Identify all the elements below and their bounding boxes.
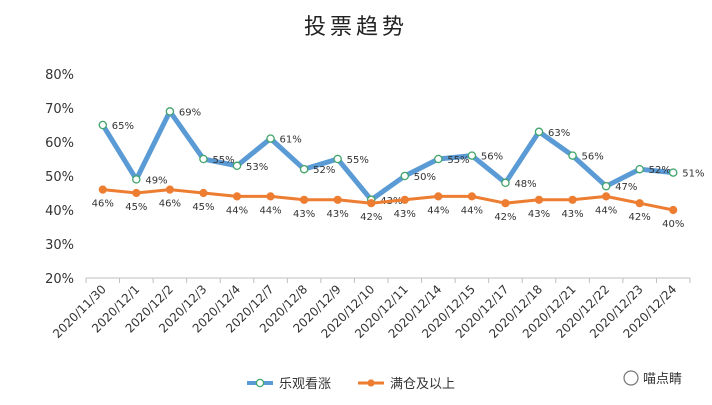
data-point	[601, 181, 611, 191]
data-point	[199, 154, 208, 164]
data-point	[300, 195, 309, 204]
legend-marker	[255, 378, 265, 388]
data-point	[367, 199, 376, 208]
data-label: 56%	[582, 152, 604, 163]
data-point	[501, 178, 510, 188]
data-point	[165, 107, 175, 116]
x-axis: 2020/11/302020/12/12020/12/22020/12/3202…	[50, 277, 691, 341]
data-point	[132, 188, 141, 198]
data-point	[199, 188, 208, 198]
y-tick-label: 40%	[45, 204, 74, 219]
data-label: 55%	[347, 155, 369, 166]
data-label: 69%	[179, 107, 201, 118]
y-tick-label: 80%	[45, 68, 74, 83]
data-point	[232, 161, 242, 171]
data-point	[299, 164, 309, 174]
data-point	[602, 192, 611, 201]
data-point	[400, 171, 410, 181]
y-tick-label: 30%	[45, 238, 74, 253]
data-label: 45%	[125, 202, 147, 213]
legend: 乐观看涨 满仓及以上	[247, 376, 455, 392]
data-label: 45%	[192, 202, 214, 213]
y-tick-label: 50%	[45, 170, 74, 185]
data-point	[333, 154, 342, 164]
data-label: 61%	[280, 135, 302, 146]
y-tick-label: 20%	[45, 272, 74, 287]
data-label: 44%	[226, 205, 248, 216]
legend-marker	[367, 379, 375, 387]
data-point	[635, 164, 644, 174]
data-point	[400, 195, 409, 204]
watermark: 喵点睛	[623, 370, 682, 387]
data-label: 42%	[360, 212, 382, 223]
data-label: 46%	[159, 199, 181, 210]
data-label: 65%	[112, 121, 134, 132]
data-label: 52%	[313, 165, 335, 176]
data-point	[266, 192, 275, 201]
data-label: 44%	[461, 205, 483, 216]
y-axis: 20% 30% 40% 50% 60% 70% 80%	[45, 68, 74, 287]
data-label: 43%	[394, 209, 416, 220]
data-label: 52%	[649, 165, 671, 176]
legend-label: 满仓及以上	[390, 377, 455, 392]
data-point	[467, 151, 477, 160]
data-label: 55%	[447, 155, 469, 166]
data-point	[98, 120, 108, 130]
data-label: 44%	[595, 205, 617, 216]
data-label: 43%	[561, 209, 583, 220]
watermark-text: 喵点睛	[643, 372, 682, 387]
data-label: 55%	[212, 155, 234, 166]
data-label: 44%	[259, 205, 281, 216]
data-label: 46%	[92, 199, 114, 210]
data-point	[132, 175, 141, 184]
data-point	[534, 195, 544, 204]
data-point	[467, 192, 476, 201]
y-tick-label: 70%	[45, 102, 74, 117]
data-label: 44%	[427, 205, 449, 216]
data-label: 47%	[615, 182, 637, 193]
plot-area: 65% 49% 69% 55% 53% 61% 52% 55% 43% 50% 55% 56% 48% 6…	[92, 107, 704, 230]
data-label: 48%	[514, 179, 536, 190]
data-point	[98, 185, 107, 194]
data-point	[434, 154, 443, 164]
data-point	[534, 127, 544, 137]
data-label: 50%	[414, 172, 436, 183]
data-point	[232, 192, 242, 201]
data-label: 43%	[293, 209, 315, 220]
data-point	[165, 185, 174, 194]
data-label: 43%	[327, 209, 349, 220]
data-label: 40%	[662, 219, 684, 230]
data-point	[266, 134, 275, 143]
data-point	[568, 195, 577, 204]
data-label: 42%	[629, 212, 651, 223]
series-line-2	[101, 188, 675, 212]
data-point	[668, 168, 678, 177]
series-line-1	[100, 108, 676, 203]
data-label: 42%	[494, 212, 516, 223]
data-label: 49%	[145, 175, 167, 186]
legend-label: 乐观看涨	[279, 376, 331, 392]
chart-title: 投票趋势	[304, 15, 408, 40]
data-point	[635, 199, 644, 208]
data-point	[669, 205, 678, 215]
data-point	[501, 199, 510, 208]
data-point	[434, 192, 443, 201]
data-label: 53%	[246, 162, 268, 173]
data-label: 56%	[481, 152, 503, 163]
y-tick-label: 60%	[45, 136, 74, 151]
data-label: 51%	[682, 169, 704, 180]
data-point	[333, 195, 342, 204]
watermark-icon	[623, 370, 639, 386]
data-label: 43%	[528, 209, 550, 220]
data-label: 63%	[548, 128, 570, 139]
data-point	[568, 151, 577, 160]
